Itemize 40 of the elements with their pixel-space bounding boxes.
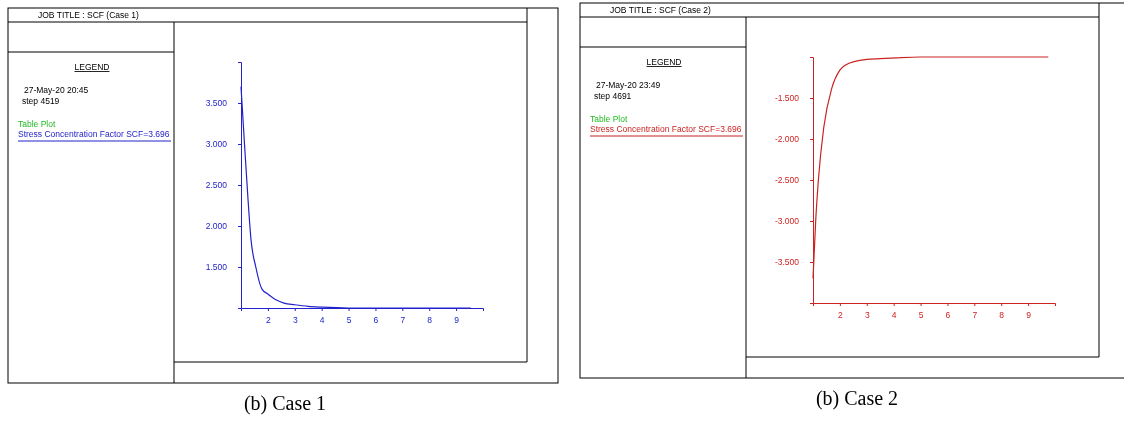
y-tick-label: -1.500 bbox=[774, 93, 800, 104]
x-tick-label: 7 bbox=[972, 310, 978, 321]
text: (b) Case 1 bbox=[243, 392, 327, 415]
text: (b) Case 2 bbox=[815, 387, 899, 410]
x-tick-label: 5 bbox=[346, 315, 352, 326]
y-tick-label: 2.000 bbox=[205, 221, 228, 232]
text: step 4519 bbox=[22, 96, 60, 106]
x-tick-label: 3 bbox=[292, 315, 298, 326]
y-tick-label: -3.500 bbox=[774, 257, 800, 268]
text: JOB TITLE : SCF (Case 1) bbox=[38, 10, 140, 20]
text: 27-May-20 23:49 bbox=[596, 80, 661, 90]
x-tick-label: 8 bbox=[999, 310, 1005, 321]
x-tick-label: 2 bbox=[838, 310, 844, 321]
text: LEGEND bbox=[646, 57, 682, 67]
y-tick-label: -2.500 bbox=[774, 175, 800, 186]
y-tick-label: 2.500 bbox=[205, 180, 228, 191]
x-tick-label: 4 bbox=[891, 310, 897, 321]
text: Stress Concentration Factor SCF=3.696 bbox=[18, 129, 170, 139]
x-tick-label: 5 bbox=[918, 310, 924, 321]
x-tick-label: 2 bbox=[266, 315, 272, 326]
x-tick-label: 9 bbox=[1026, 310, 1032, 321]
text: Stress Concentration Factor SCF=3.696 bbox=[590, 124, 742, 134]
x-tick-label: 6 bbox=[945, 310, 951, 321]
text: JOB TITLE : SCF (Case 2) bbox=[610, 5, 712, 15]
x-tick-label: 4 bbox=[319, 315, 325, 326]
x-tick-label: 8 bbox=[427, 315, 433, 326]
text: Table Plot bbox=[590, 114, 628, 124]
text: LEGEND bbox=[74, 62, 110, 72]
x-tick-label: 6 bbox=[373, 315, 379, 326]
x-tick-label: 7 bbox=[400, 315, 406, 326]
y-tick-label: 3.000 bbox=[205, 139, 228, 150]
y-tick-label: -3.000 bbox=[774, 216, 800, 227]
x-tick-label: 9 bbox=[454, 315, 460, 326]
y-tick-label: 1.500 bbox=[205, 262, 228, 273]
text: step 4691 bbox=[594, 91, 632, 101]
text: Table Plot bbox=[18, 119, 56, 129]
text: 27-May-20 20:45 bbox=[24, 85, 89, 95]
x-tick-label: 3 bbox=[864, 310, 870, 321]
y-tick-label: 3.500 bbox=[205, 98, 228, 109]
y-tick-label: -2.000 bbox=[774, 134, 800, 145]
